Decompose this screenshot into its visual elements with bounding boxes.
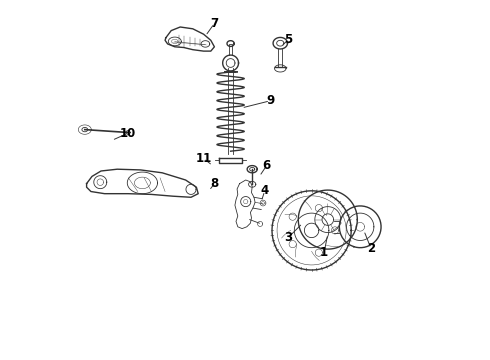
Text: 10: 10	[120, 127, 136, 140]
Text: 1: 1	[320, 246, 328, 258]
Text: 3: 3	[284, 231, 292, 244]
Text: 7: 7	[210, 17, 219, 30]
Polygon shape	[87, 169, 198, 197]
Text: 2: 2	[367, 242, 375, 255]
Text: 6: 6	[263, 159, 270, 172]
Text: 8: 8	[210, 177, 219, 190]
Text: 5: 5	[284, 33, 293, 46]
Polygon shape	[235, 180, 255, 229]
Text: 11: 11	[196, 152, 212, 165]
Text: 9: 9	[266, 94, 274, 107]
Text: 4: 4	[261, 184, 269, 197]
